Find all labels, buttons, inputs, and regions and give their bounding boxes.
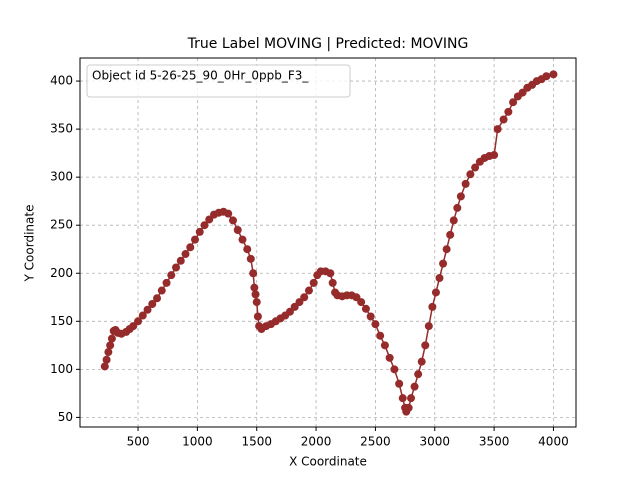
point [238, 235, 247, 244]
point [309, 278, 318, 287]
point [246, 254, 255, 263]
y-tick-label: 250 [50, 218, 73, 232]
y-tick-label: 400 [50, 74, 73, 88]
point [493, 125, 502, 134]
point [471, 163, 480, 172]
legend-box [86, 64, 351, 98]
point [143, 305, 152, 314]
point [549, 70, 558, 79]
point [461, 179, 470, 188]
point [446, 230, 455, 239]
point [466, 170, 475, 179]
y-axis-label: Y Coordinate [23, 205, 37, 283]
point [233, 226, 242, 235]
point [253, 312, 262, 321]
point [172, 263, 181, 272]
point [224, 209, 233, 218]
point [148, 300, 157, 308]
point [195, 227, 204, 236]
point [453, 203, 462, 212]
y-tick-label: 150 [50, 314, 73, 328]
point [176, 256, 185, 265]
point [100, 362, 109, 371]
point [509, 98, 518, 107]
point [243, 245, 252, 254]
point [404, 403, 413, 412]
point [304, 286, 313, 295]
point [181, 250, 190, 259]
point [421, 341, 430, 350]
point [366, 312, 375, 321]
x-tick-label: 1000 [182, 435, 213, 449]
point [102, 355, 111, 364]
point [490, 151, 499, 160]
point [228, 216, 237, 225]
point [431, 288, 440, 297]
legend-label: Object id 5-26-25_90_0Hr_0ppb_F3_ [92, 69, 309, 83]
point [424, 322, 433, 331]
point [449, 216, 458, 225]
point [395, 379, 404, 388]
point [300, 293, 309, 302]
point [252, 298, 261, 307]
point [376, 331, 385, 340]
point [106, 341, 115, 350]
point [442, 245, 451, 254]
x-tick-label: 2000 [301, 435, 332, 449]
point [410, 382, 419, 391]
plot-frame [79, 57, 577, 428]
point [186, 243, 195, 252]
point [407, 394, 416, 403]
point [371, 320, 380, 329]
point [328, 278, 337, 287]
point [385, 353, 394, 362]
y-tick-label: 200 [50, 266, 73, 280]
y-tick-label: 100 [50, 362, 73, 376]
y-tick-label: 50 [58, 410, 73, 424]
point [134, 317, 143, 326]
point [398, 394, 407, 403]
point [107, 334, 116, 343]
y-tick-label: 300 [50, 170, 73, 184]
point [162, 278, 171, 287]
x-tick-label: 500 [127, 435, 150, 449]
point [153, 294, 162, 303]
x-axis-label: X Coordinate [289, 455, 367, 469]
point [326, 269, 335, 278]
point [456, 192, 465, 201]
point [439, 259, 448, 268]
point [380, 341, 389, 350]
point [138, 311, 147, 320]
point [414, 370, 423, 379]
x-tick-label: 4000 [538, 435, 569, 449]
point [361, 304, 370, 313]
point [167, 271, 176, 280]
point [191, 235, 200, 244]
x-tick-label: 2500 [360, 435, 391, 449]
point [504, 107, 513, 116]
point [250, 283, 259, 292]
point [417, 357, 426, 366]
point [499, 115, 508, 124]
point [428, 302, 437, 311]
x-tick-label: 3500 [479, 435, 510, 449]
point [251, 290, 260, 299]
point [357, 298, 366, 307]
point [249, 269, 258, 278]
point [104, 348, 113, 357]
x-tick-label: 3000 [419, 435, 450, 449]
point [542, 72, 551, 81]
x-tick-label: 1500 [241, 435, 272, 449]
chart-title: True Label MOVING | Predicted: MOVING [187, 36, 469, 52]
point [435, 274, 444, 283]
point [157, 286, 166, 295]
point [390, 365, 399, 374]
y-tick-label: 350 [50, 122, 73, 136]
point [200, 221, 209, 230]
